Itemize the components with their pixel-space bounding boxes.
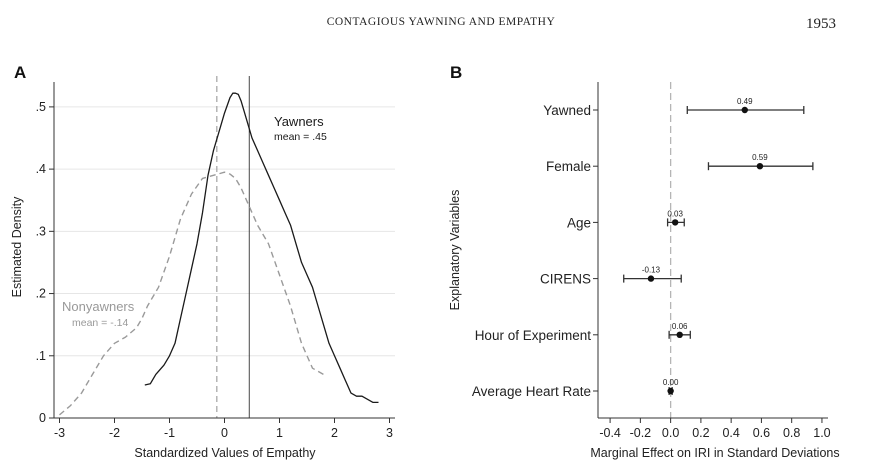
- panel-b-ticks: -0.4 -0.2 0.0 0.2 0.4 0.6 0.8 1.0: [599, 418, 831, 440]
- panel-b-x-tick-label: 0.6: [753, 426, 770, 440]
- panel-a-y-axis-label: Estimated Density: [10, 196, 24, 297]
- point-estimate: [756, 163, 764, 170]
- panel-a-y-tick-label: 0: [39, 411, 46, 425]
- value-label: 0.49: [737, 97, 753, 106]
- panel-a-y-tick-label: .1: [36, 349, 46, 363]
- value-label: 0.06: [672, 322, 688, 331]
- panel-a-x-tick-label: 2: [331, 426, 338, 440]
- category-label: Age: [567, 215, 591, 230]
- value-label: -0.13: [642, 266, 661, 275]
- panel-a-y-tick-label: .3: [36, 224, 46, 238]
- panel-b-x-tick-label: 0.8: [783, 426, 800, 440]
- yawners-annotation: Yawners: [274, 114, 324, 129]
- point-estimate: [671, 219, 679, 226]
- panel-b-y-axis-label: Explanatory Variables: [448, 190, 462, 311]
- category-label: Female: [546, 159, 591, 174]
- page-number: 1953: [806, 16, 836, 32]
- panel-b-axes: [597, 82, 828, 419]
- nonyawners-annotation: Nonyawners: [62, 299, 135, 314]
- category-label: Yawned: [543, 103, 591, 118]
- panel-a-axes: [53, 82, 395, 419]
- panel-b-x-tick-label: 0.0: [662, 426, 679, 440]
- category-label: Hour of Experiment: [475, 328, 592, 343]
- panel-b-x-tick-label: 1.0: [813, 426, 830, 440]
- panel-a-x-tick-label: 3: [386, 426, 393, 440]
- panel-a-curves: [59, 92, 379, 416]
- panel-b-label: B: [450, 63, 462, 82]
- panel-b-x-axis-label: Marginal Effect on IRI in Standard Devia…: [590, 446, 839, 460]
- point-estimate: [676, 331, 683, 338]
- point-estimate: [741, 106, 748, 114]
- panel-b-x-tick-label: -0.2: [630, 426, 652, 440]
- panel-a-y-tick-label: .5: [36, 100, 46, 114]
- value-label: 0.00: [663, 378, 679, 387]
- panel-b-estimates: 0.49 0.59 0.03 -0.13 0.06 0.00: [623, 97, 814, 395]
- panel-a-y-tick-label: .4: [36, 162, 46, 176]
- density-curve-yawners: [144, 92, 379, 404]
- value-label: 0.03: [667, 209, 683, 218]
- panel-a-x-tick-label: -3: [54, 426, 65, 440]
- panel-b-category-labels: Yawned Female Age CIRENS Hour of Experiment A…: [472, 103, 598, 399]
- panel-a-grid: [54, 106, 395, 419]
- point-estimate: [647, 275, 655, 282]
- panel-a-x-tick-label: -1: [164, 426, 175, 440]
- panel-a-label: A: [14, 63, 26, 82]
- panel-a-y-tick-label: .2: [36, 287, 46, 301]
- panel-b-x-tick-label: -0.4: [599, 426, 621, 440]
- panel-a-x-tick-label: -2: [109, 426, 120, 440]
- panel-a-ticks: -3 -2 -1 0 1 2 3 0 .1 .2 .3 .4 .5: [36, 100, 393, 440]
- panel-a-x-axis-label: Standardized Values of Empathy: [134, 446, 316, 460]
- value-label: 0.59: [752, 153, 768, 162]
- nonyawners-mean-annotation: mean = -.14: [72, 317, 128, 329]
- panel-a-mean-lines: [216, 76, 250, 418]
- category-label: Average Heart Rate: [472, 384, 591, 399]
- panel-b-coefficient-plot: B -0.4 -0.2 0.0 0.2 0.4 0.6 0.8 1.0 Yawned Femal…: [448, 63, 840, 460]
- yawners-mean-annotation: mean = .45: [274, 131, 327, 143]
- panel-a-x-tick-label: 1: [276, 426, 283, 440]
- density-curve-nonyawners: [59, 171, 324, 416]
- panel-b-x-tick-label: 0.4: [722, 426, 739, 440]
- panel-a-x-tick-label: 0: [221, 426, 228, 440]
- panel-a-density-plot: A -3 -2 -1 0 1 2 3 0 .1 .2 .3 .4 .5 Yawners mean = .…: [10, 63, 395, 460]
- category-label: CIRENS: [540, 272, 591, 287]
- panel-b-x-tick-label: 0.2: [692, 426, 709, 440]
- running-title: CONTAGIOUS YAWNING AND EMPATHY: [326, 16, 556, 28]
- point-estimate: [667, 387, 674, 395]
